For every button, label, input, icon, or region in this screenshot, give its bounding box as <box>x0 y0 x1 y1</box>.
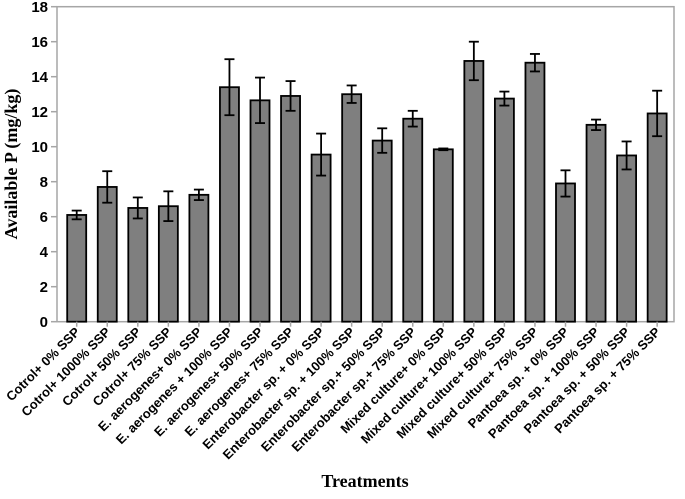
y-tick-label: 12 <box>31 104 48 121</box>
bar <box>249 99 271 323</box>
bar <box>493 97 515 323</box>
plot-frame <box>56 5 675 323</box>
y-tick-label: 14 <box>31 69 48 86</box>
bar <box>371 139 393 323</box>
y-tick-label: 10 <box>31 139 48 156</box>
x-axis-title: Treatments <box>321 471 408 491</box>
bar <box>432 148 454 323</box>
bar <box>524 61 546 323</box>
bar <box>96 186 118 323</box>
y-tick-label: 0 <box>40 314 48 331</box>
bar <box>402 117 424 323</box>
bar <box>646 112 668 323</box>
y-tick-label: 16 <box>31 34 48 51</box>
bar <box>127 207 149 323</box>
bar <box>188 193 210 323</box>
bar <box>555 182 576 323</box>
bar <box>157 205 179 323</box>
bar <box>219 86 240 323</box>
y-tick-label: 2 <box>40 279 48 296</box>
bar <box>280 95 301 323</box>
bar <box>463 60 485 323</box>
y-tick-label: 4 <box>40 244 49 261</box>
bar <box>585 123 607 323</box>
y-tick-label: 18 <box>31 0 48 16</box>
bar <box>341 93 363 323</box>
y-tick-label: 8 <box>40 174 48 191</box>
bar <box>310 153 332 323</box>
y-tick-label: 6 <box>40 209 48 226</box>
bar <box>66 214 88 323</box>
bar <box>616 154 637 323</box>
y-axis-title: Available P (mg/kg) <box>1 89 22 240</box>
